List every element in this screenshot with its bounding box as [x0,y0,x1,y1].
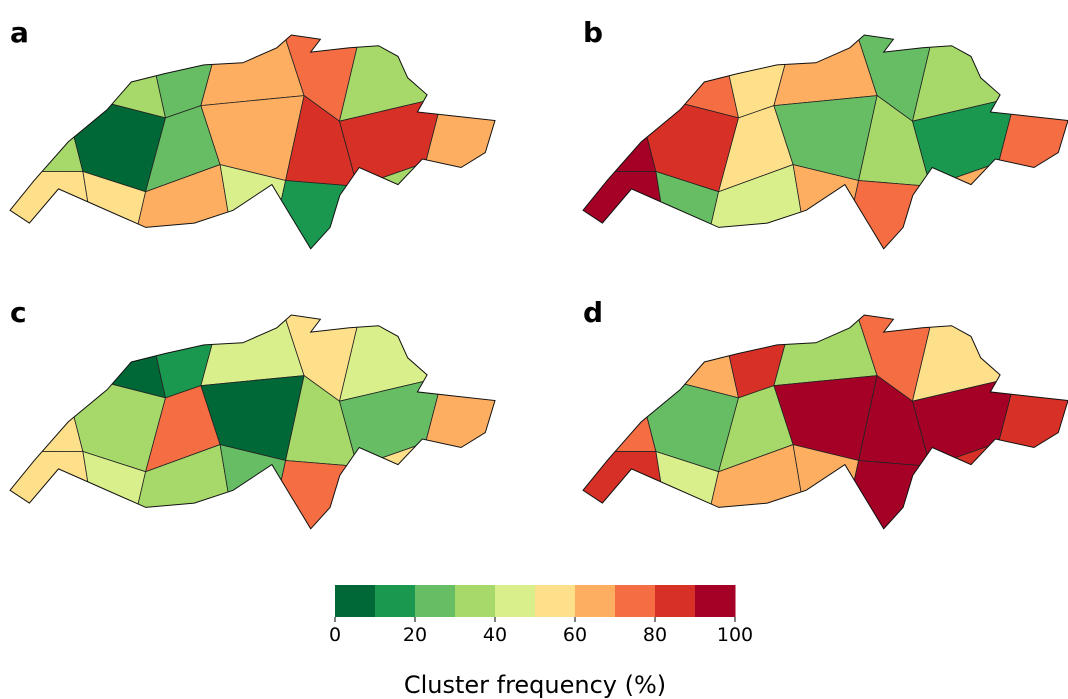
region [10,170,96,249]
country-outline [582,314,1068,530]
region [425,376,495,470]
region [981,442,1068,529]
region [270,460,374,529]
region [583,370,657,452]
panel-label: c [10,296,27,329]
colorbar-tick-label: 0 [329,624,341,646]
colorbar-tick-label: 40 [483,624,507,646]
colorbar-swatch [655,585,696,617]
colorbar-swatch [335,585,376,617]
panel-label: d [583,296,603,329]
region [929,441,1000,529]
panel-label: b [583,16,603,49]
region [929,161,1000,249]
colorbar-tick-label: 80 [643,624,667,646]
colorbar-swatch [415,585,456,617]
region [10,370,84,452]
colorbar-tick-label: 60 [563,624,587,646]
region [408,442,495,529]
colorbar-swatch [455,585,496,617]
region [843,460,947,529]
region [270,180,374,249]
map-panel [10,315,495,529]
colorbar-swatch [575,585,616,617]
map-panel [583,315,1068,529]
region [420,35,495,105]
colorbar-swatch [495,585,536,617]
colorbar-swatch [535,585,576,617]
region [10,90,84,172]
colorbar-swatch [615,585,656,617]
region [981,162,1068,249]
region [583,90,657,172]
country-outline [582,34,1068,250]
region [843,180,947,249]
colorbar-label: Cluster frequency (%) [404,671,666,699]
colorbar-swatch [695,585,736,617]
region [420,315,495,385]
colorbar-swatch [375,585,416,617]
colorbar-tick-label: 20 [403,624,427,646]
map-panel [583,35,1068,249]
colorbar-tick-label: 100 [717,624,753,646]
region [10,450,96,529]
panel-label: a [10,16,29,49]
map-panel [10,35,495,249]
region [425,96,495,190]
region [356,441,427,529]
region [583,450,669,529]
region [998,96,1068,190]
region [993,315,1068,385]
region [998,376,1068,470]
country-outline [9,34,496,250]
region [408,162,495,249]
region [583,170,669,249]
region [356,161,427,249]
region [993,35,1068,105]
country-outline [9,314,496,530]
